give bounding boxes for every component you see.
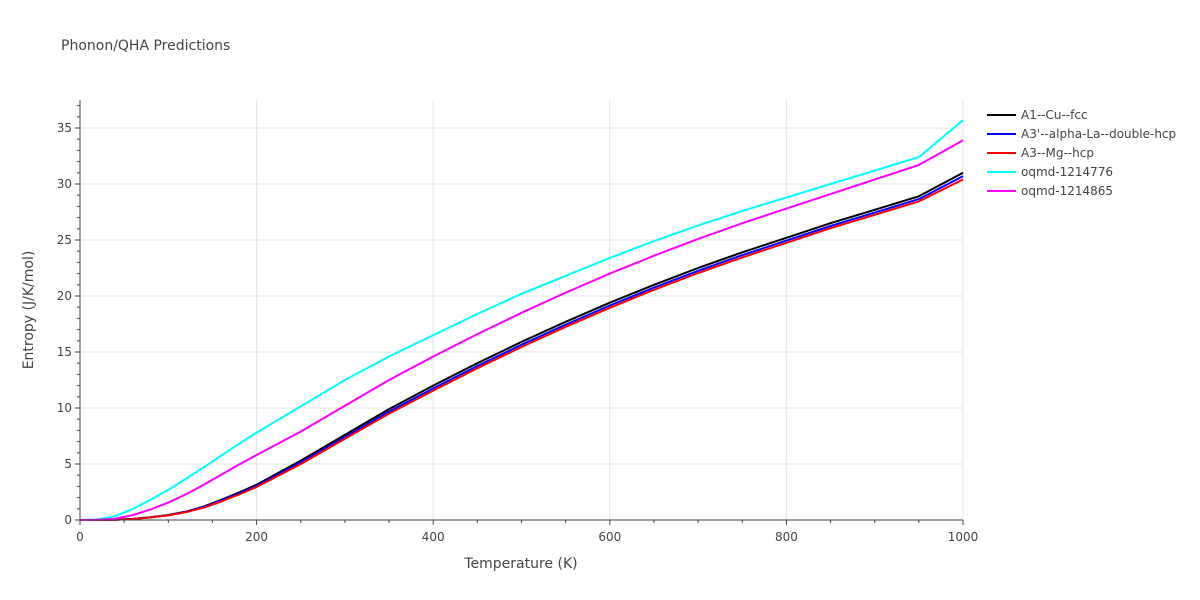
legend-label: A3'--alpha-La--double-hcp (1021, 127, 1176, 141)
x-tick-label: 800 (775, 530, 798, 544)
x-tick-label: 600 (598, 530, 621, 544)
x-tick-label: 1000 (948, 530, 979, 544)
y-tick-label: 15 (57, 345, 72, 359)
y-tick-label: 20 (57, 289, 72, 303)
x-axis-ticks: 0 200 400 600 800 1000 (76, 530, 978, 544)
y-tick-label: 5 (64, 457, 72, 471)
y-tick-label: 25 (57, 233, 72, 247)
series-line (79, 119, 964, 521)
y-axis-ticks: 0 5 10 15 20 25 30 35 (57, 121, 72, 527)
y-tick-label: 30 (57, 177, 72, 191)
chart-title: Phonon/QHA Predictions (61, 38, 230, 54)
y-tick-label: 35 (57, 121, 72, 135)
y-tick-label: 0 (64, 513, 72, 527)
series-line (80, 178, 964, 521)
y-axis-title: Entropy (J/K/mol) (21, 251, 37, 370)
x-tick-label: 0 (76, 530, 84, 544)
series-lines (79, 119, 964, 521)
axes (75, 100, 964, 525)
series-line (79, 139, 964, 521)
y-tick-label: 10 (57, 401, 72, 415)
legend-label: oqmd-1214865 (1021, 184, 1113, 198)
x-tick-label: 200 (245, 530, 268, 544)
legend-label: oqmd-1214776 (1021, 165, 1113, 179)
x-tick-label: 400 (422, 530, 445, 544)
legend-label: A3--Mg--hcp (1021, 146, 1094, 160)
x-axis-title: Temperature (K) (463, 556, 577, 572)
grid (80, 100, 964, 520)
legend-label: A1--Cu--fcc (1021, 108, 1088, 122)
legend: A1--Cu--fcc A3'--alpha-La--double-hcp A3--… (987, 108, 1176, 198)
